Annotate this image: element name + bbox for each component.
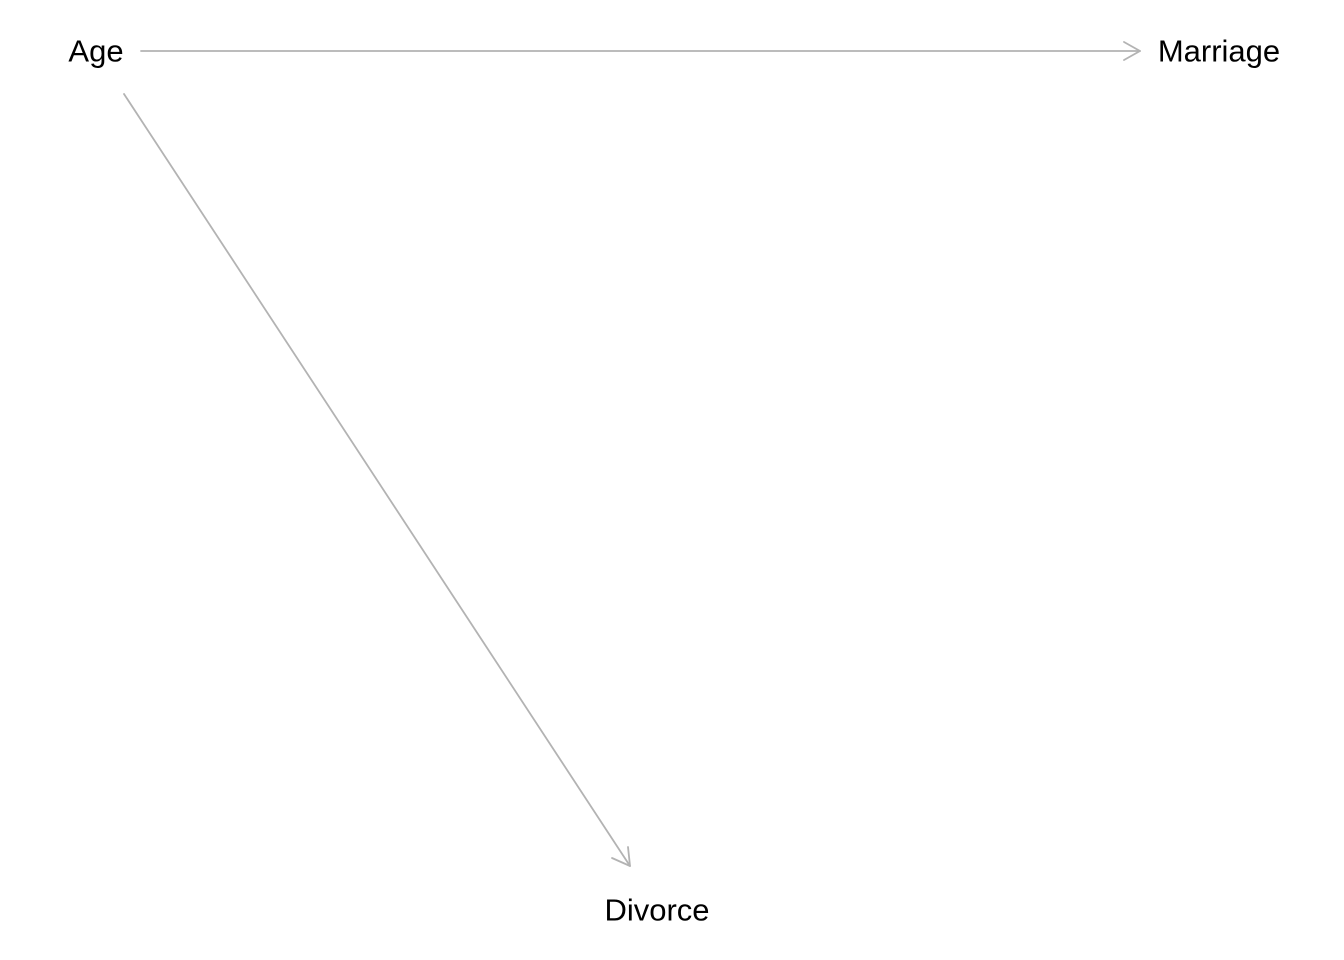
edge-age-to-marriage (140, 41, 1141, 61)
node-age: Age (68, 34, 123, 69)
edge-age-to-divorce (123, 93, 631, 867)
arrowhead-icon (1123, 41, 1141, 61)
edges (123, 41, 1141, 867)
arrowhead-icon (611, 846, 631, 867)
edge-line (123, 93, 631, 867)
nodes: Age Marriage Divorce (68, 34, 1280, 928)
node-divorce: Divorce (604, 893, 709, 928)
node-marriage: Marriage (1158, 34, 1280, 69)
